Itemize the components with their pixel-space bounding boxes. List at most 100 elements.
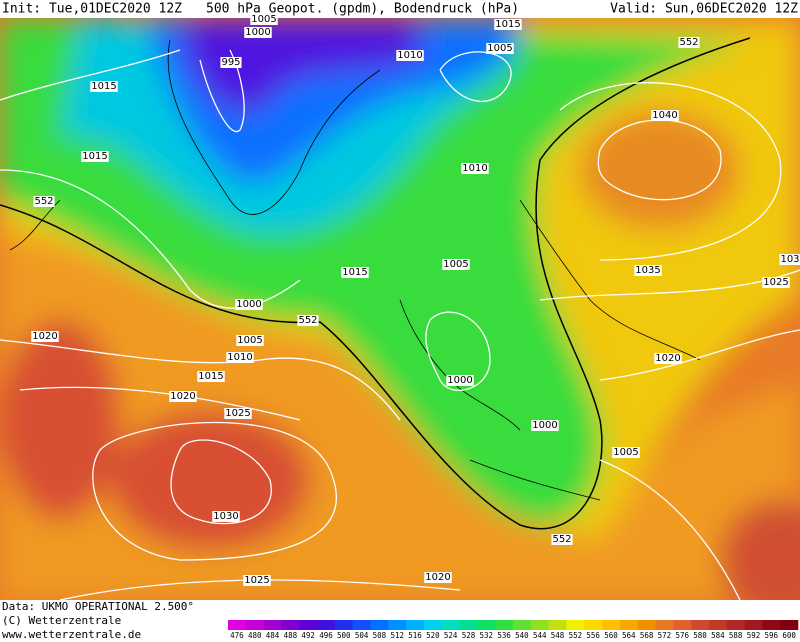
colorbar-swatch [655, 620, 674, 630]
isobar-label-box [90, 81, 118, 92]
colorbar-swatch [459, 620, 478, 630]
colorbar-label: 588 [729, 631, 743, 640]
colorbar-swatch [602, 620, 621, 630]
isobar-label: 1035 [635, 265, 660, 276]
colorbar-swatch [673, 620, 692, 630]
colorbar-label: 492 [301, 631, 315, 640]
isobar-label-box [494, 19, 522, 30]
footer-url: www.wetterzentrale.de [2, 628, 141, 641]
isobar-label: 1005 [443, 259, 468, 270]
isobar-label: 1020 [655, 353, 680, 364]
colorbar-label: 576 [675, 631, 689, 640]
colorbar-swatch [406, 620, 425, 630]
colorbar-swatch [726, 620, 745, 630]
isobar-label-box [244, 27, 272, 38]
isobar-label: 1015 [495, 19, 520, 30]
isobar-labels: 1005 1000 995 1015 1010 1005 1015 1040 1015 1010 5… [31, 14, 800, 586]
colorbar-swatch [780, 620, 799, 630]
isobar-label: 1030 [213, 511, 238, 522]
colorbar: 476 480 484 488 492 496 500 504 508 512 516 520 524 5… [228, 620, 799, 640]
colorbar-label: 592 [747, 631, 761, 640]
colorbar-label: 512 [390, 631, 404, 640]
isobar-label-box [236, 335, 264, 346]
colorbar-label: 516 [408, 631, 422, 640]
colorbar-label: 484 [266, 631, 280, 640]
colorbar-swatch [477, 620, 496, 630]
isobar-label-box [220, 57, 242, 68]
isobar-label-box [654, 353, 682, 364]
isobar-label: 552 [34, 196, 53, 207]
isobar-label: 1020 [32, 331, 57, 342]
colorbar-label: 540 [515, 631, 529, 640]
colorbar-label: 560 [604, 631, 618, 640]
isobar-label-box [446, 375, 474, 386]
isobar-label-box [33, 196, 55, 207]
colorbar-swatch [334, 620, 353, 630]
init-text: Init: Tue,01DEC2020 12Z [2, 2, 182, 17]
isobar-label: 103 [780, 254, 799, 265]
isobar-label: 1005 [487, 43, 512, 54]
isobar-label-box [678, 37, 700, 48]
colorbar-swatch [423, 620, 443, 630]
isobar-label: 1025 [225, 408, 250, 419]
colorbar-swatch [744, 620, 763, 630]
colorbar-swatch [708, 620, 728, 630]
isobar-label-box [224, 408, 252, 419]
colorbar-swatch [619, 620, 638, 630]
isobar-label-box [243, 575, 271, 586]
isobar-label: 1005 [613, 447, 638, 458]
isobar-label: 1015 [91, 81, 116, 92]
colorbar-swatch [691, 620, 710, 630]
isobar-label: 1020 [170, 391, 195, 402]
colorbar-swatch [530, 620, 549, 630]
isobar-label: 552 [552, 534, 571, 545]
isobar-label-box [235, 299, 263, 310]
isobar-label: 1010 [397, 50, 422, 61]
isobar-label-box [651, 110, 679, 121]
isobar-label-box [779, 254, 800, 265]
isobar-label: 552 [298, 315, 317, 326]
isobar-label-box [531, 420, 559, 431]
isobar-label: 1025 [244, 575, 269, 586]
colorbar-label: 488 [284, 631, 298, 640]
isobar-label: 1010 [462, 163, 487, 174]
isobar-label-box [442, 259, 470, 270]
isobar-label: 1000 [532, 420, 557, 431]
isobar-label: 1040 [652, 110, 677, 121]
isobar-label-box [634, 265, 662, 276]
isobar-label: 1005 [251, 14, 276, 25]
valid-text: Valid: Sun,06DEC2020 12Z [610, 2, 798, 17]
isobar-label-box [81, 151, 109, 162]
colorbar-label: 536 [497, 631, 511, 640]
isobar-label: 1015 [82, 151, 107, 162]
colorbar-label: 480 [248, 631, 262, 640]
colorbar-label: 596 [765, 631, 779, 640]
colorbar-label: 504 [355, 631, 369, 640]
colorbar-swatch [352, 620, 371, 630]
isobar-label: 1000 [236, 299, 261, 310]
colorbar-label: 548 [551, 631, 565, 640]
isobar-label-box [169, 391, 197, 402]
isobar-label-box [461, 163, 489, 174]
isobar-label: 1000 [447, 375, 472, 386]
colorbar-swatch [281, 620, 300, 630]
colorbar-swatch [513, 620, 532, 630]
colorbar-swatch [388, 620, 407, 630]
isobar-label-box [551, 534, 573, 545]
colorbar-label: 496 [319, 631, 333, 640]
isobar-label-box [197, 371, 225, 382]
colorbar-label: 476 [230, 631, 244, 640]
colorbar-label: 552 [569, 631, 583, 640]
colorbar-swatch [441, 620, 460, 630]
colorbar-label: 580 [693, 631, 707, 640]
colorbar-swatch [495, 620, 514, 630]
colorbar-swatch [370, 620, 389, 630]
isobar-label: 995 [221, 57, 240, 68]
colorbar-label: 600 [782, 631, 796, 640]
colorbar-label: 584 [711, 631, 725, 640]
isobar-label: 1025 [763, 277, 788, 288]
colorbar-swatch [762, 620, 781, 630]
isobar-label-box [212, 511, 240, 522]
isobar-label: 1000 [245, 27, 270, 38]
colorbar-swatch [299, 620, 318, 630]
